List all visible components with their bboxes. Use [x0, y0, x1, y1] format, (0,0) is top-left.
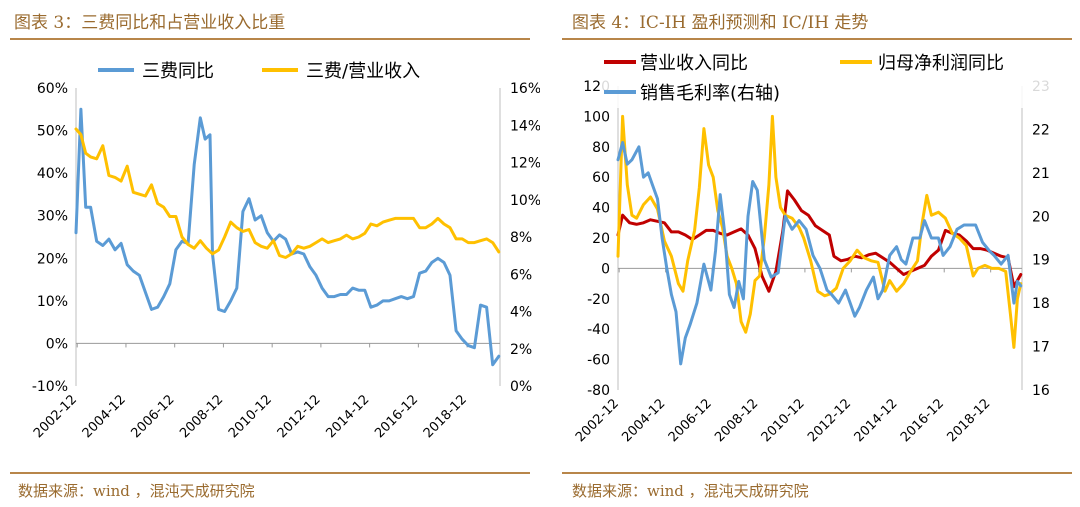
left-legend-label-1: 三费同比 [142, 61, 214, 82]
left-y-right-tick-label: 4% [510, 305, 532, 321]
right-y-left-tick-label: 40 [592, 201, 610, 217]
right-x-tick-label: 2014-12 [852, 396, 901, 445]
left-chart: 60% 50% 40% 30% 20% 10% 0% -10% 16% 14% 12% 10% 8% 6%… [31, 61, 540, 441]
right-y-right-tick-label: 17 [1032, 340, 1050, 356]
left-x-tick-label: 2012-12 [275, 392, 324, 441]
right-x-tick-label: 2016-12 [898, 396, 947, 445]
right-chart-title: 图表 4：IC-IH 盈利预测和 IC/IH 走势 [572, 13, 869, 33]
right-series-line-3 [616, 141, 1023, 366]
right-y-right-tick-label: 18 [1032, 296, 1050, 312]
left-y-right-tick-label: 0% [510, 379, 532, 395]
right-legend: 营业收入同比 归母净利润同比 销售毛利率(右轴) [602, 50, 1054, 108]
left-y-left-tick-label: 50% [37, 124, 68, 140]
left-y-right-tick-label: 6% [510, 267, 532, 283]
right-x-tick-label: 2012-12 [805, 396, 854, 445]
right-y-right-tick-label: 20 [1032, 209, 1050, 225]
right-chart-layer: 120100806040200-20-40-60-802322212019181… [573, 79, 1050, 445]
right-y-right-tick-label: 21 [1032, 166, 1050, 182]
left-chart-title: 图表 3：三费同比和占营业收入比重 [14, 13, 286, 33]
right-x-tick-label: 2006-12 [666, 396, 715, 445]
right-source-rule [562, 472, 1072, 474]
left-x-tick-label: 2002-12 [31, 392, 80, 441]
left-y-right-tick-label: 12% [510, 156, 540, 172]
left-x-tick-label: 2010-12 [226, 392, 275, 441]
right-legend-label-3: 销售毛利率(右轴) [640, 83, 780, 104]
right-y-left-tick-label: 60 [592, 170, 610, 186]
left-y-right-tick-label: 2% [510, 342, 532, 358]
left-chart-layer: 60% 50% 40% 30% 20% 10% 0% -10% 16% 14% 12% 10% 8% 6%… [31, 81, 540, 441]
left-legend: 三费同比 三费/营业收入 [98, 61, 420, 82]
right-y-left-tick-label: 20 [592, 231, 610, 247]
right-y-left-tick-label: -60 [587, 353, 610, 369]
left-series-line-1 [74, 107, 501, 367]
left-y-left-tick-label: 40% [37, 166, 68, 182]
left-y-left-tick-label: 30% [37, 209, 68, 225]
right-y-right-tick-label: 22 [1032, 122, 1050, 138]
left-y-left-tick-label: 60% [37, 81, 68, 97]
right-legend-bg [602, 50, 1054, 108]
right-legend-label-1: 营业收入同比 [640, 53, 748, 74]
left-title-rule [10, 38, 530, 40]
right-y-right-tick-label: 19 [1032, 253, 1050, 269]
right-y-left-tick-label: -40 [587, 322, 610, 338]
right-y-left-tick-label: -20 [587, 292, 610, 308]
right-series-line-1 [616, 189, 1023, 293]
left-y-right-tick-label: 16% [510, 81, 540, 97]
right-y-left-tick-label: 80 [592, 140, 610, 156]
left-series-line-2 [74, 127, 501, 259]
right-source-note: 数据来源：wind ，混沌天成研究院 [572, 482, 809, 500]
right-x-tick-label: 2008-12 [712, 396, 761, 445]
left-x-tick-label: 2018-12 [421, 392, 470, 441]
left-x-tick-label: 2008-12 [177, 392, 226, 441]
right-x-tick-label: 2010-12 [759, 396, 808, 445]
right-legend-label-2: 归母净利润同比 [878, 53, 1004, 74]
left-y-left-tick-label: 10% [37, 294, 68, 310]
left-source-note: 数据来源：wind ，混沌天成研究院 [18, 482, 255, 500]
left-source-rule [10, 472, 530, 474]
left-x-tick-label: 2016-12 [372, 392, 421, 441]
left-chart-frame [75, 88, 501, 386]
right-y-left-tick-label: -80 [587, 383, 610, 399]
right-y-right-tick-label: 16 [1032, 383, 1050, 399]
left-x-tick-label: 2004-12 [80, 392, 129, 441]
left-y-right-tick-label: 14% [510, 118, 540, 134]
left-y-left-tick-label: -10% [32, 379, 68, 395]
left-x-tick-label: 2006-12 [128, 392, 177, 441]
left-y-right-tick-label: 10% [510, 193, 540, 209]
right-chart: 120100806040200-20-40-60-802322212019181… [573, 50, 1054, 445]
right-title-rule [562, 38, 1072, 40]
right-x-tick-label: 2018-12 [944, 396, 993, 445]
right-x-tick-label: 2002-12 [573, 396, 622, 445]
left-x-tick-label: 2014-12 [323, 392, 372, 441]
left-legend-label-2: 三费/营业收入 [306, 61, 420, 82]
left-y-left-tick-label: 20% [37, 251, 68, 267]
right-y-left-tick-label: 0 [601, 261, 610, 277]
left-y-right-tick-label: 8% [510, 230, 532, 246]
right-y-left-tick-label: 100 [583, 109, 610, 125]
right-x-tick-label: 2004-12 [619, 396, 668, 445]
left-y-left-tick-label: 0% [46, 336, 68, 352]
